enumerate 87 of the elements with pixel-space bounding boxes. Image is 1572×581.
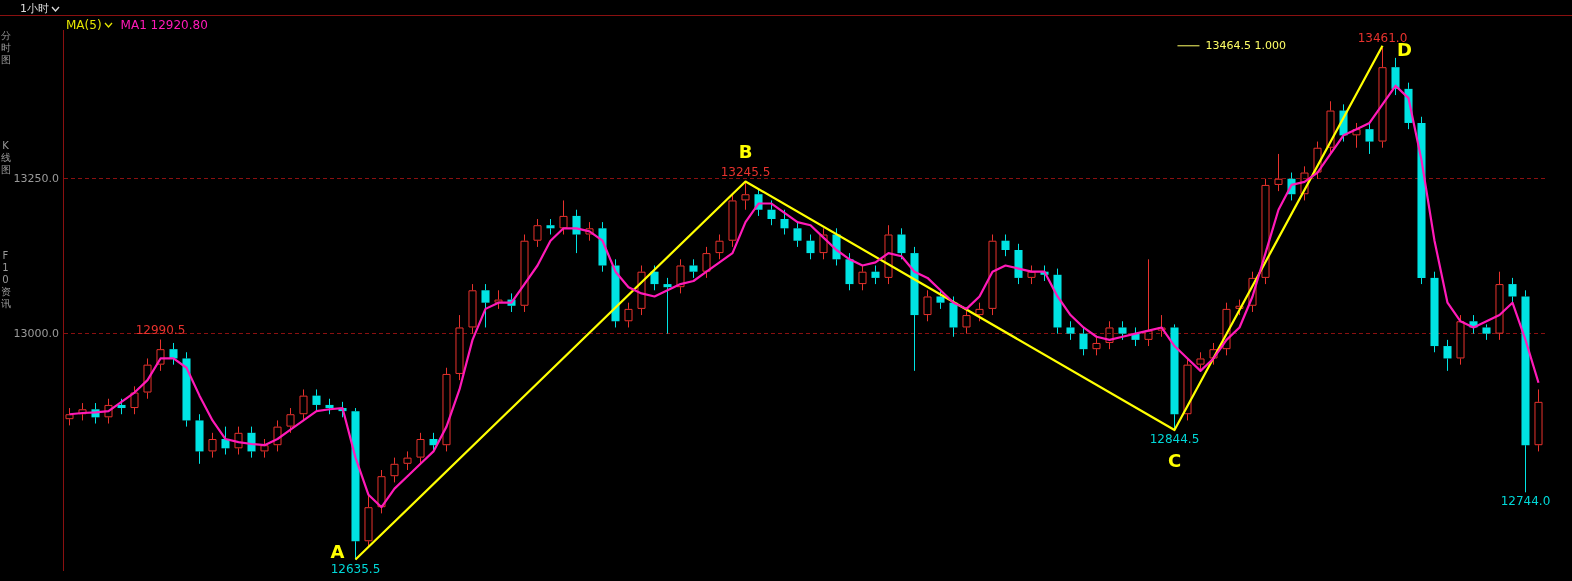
text: MA1 12920.80 bbox=[120, 18, 208, 32]
candlestick bbox=[1157, 314, 1166, 338]
candlestick bbox=[585, 221, 594, 242]
candlestick bbox=[793, 221, 802, 248]
candlestick bbox=[1014, 243, 1023, 285]
candlestick bbox=[1313, 141, 1322, 180]
candlestick bbox=[624, 302, 633, 328]
candlestick bbox=[442, 367, 451, 452]
candlestick bbox=[559, 199, 568, 236]
candlestick bbox=[1261, 178, 1270, 285]
candlestick bbox=[234, 426, 243, 456]
text: 12844.5 bbox=[1149, 432, 1200, 447]
candlestick bbox=[130, 385, 139, 415]
candlestick bbox=[1352, 122, 1361, 149]
candlestick bbox=[494, 289, 503, 310]
candlestick bbox=[533, 218, 542, 248]
candlestick bbox=[1209, 342, 1218, 366]
candlestick bbox=[845, 252, 854, 291]
candlestick bbox=[715, 234, 724, 260]
candlestick bbox=[1274, 153, 1283, 192]
candlestick bbox=[1105, 320, 1114, 350]
candlestick bbox=[806, 234, 815, 260]
candlestick bbox=[663, 277, 672, 335]
candlestick bbox=[1430, 271, 1439, 353]
candlestick bbox=[689, 258, 698, 279]
candlestick bbox=[572, 209, 581, 254]
candlestick bbox=[143, 357, 152, 400]
text: 12635.5 bbox=[330, 561, 381, 576]
text: 分时图 bbox=[0, 30, 11, 66]
candlestick bbox=[637, 265, 646, 316]
candlestick bbox=[1001, 234, 1010, 257]
candlestick bbox=[1027, 265, 1036, 285]
candlestick bbox=[65, 407, 74, 426]
candlestick bbox=[351, 407, 360, 561]
candlestick bbox=[1079, 326, 1088, 356]
candlestick bbox=[156, 339, 165, 372]
candlestick bbox=[169, 342, 178, 366]
candlestick bbox=[1508, 277, 1517, 304]
candlestick bbox=[104, 398, 113, 425]
candlestick bbox=[520, 234, 529, 313]
text: 12990.5 bbox=[135, 322, 186, 337]
chart-subtitle: 1小时 bbox=[20, 1, 49, 16]
candlestick bbox=[949, 295, 958, 338]
text: 12744.0 bbox=[1500, 494, 1551, 509]
data-label: B bbox=[738, 141, 753, 163]
candlestick bbox=[468, 283, 477, 335]
candlestick bbox=[1482, 323, 1491, 341]
candlestick bbox=[910, 246, 919, 372]
candlestick bbox=[312, 388, 321, 412]
y-tick-label: 13000.0 bbox=[13, 326, 59, 340]
candlestick bbox=[1248, 271, 1257, 313]
candlestick bbox=[481, 283, 490, 328]
candlestick bbox=[260, 438, 269, 459]
candlestick bbox=[1092, 336, 1101, 356]
candlestick bbox=[1443, 339, 1452, 372]
ref-line-label: 13464.5 1.000 bbox=[1205, 38, 1286, 52]
text: K线图 bbox=[0, 140, 11, 176]
candlestick bbox=[273, 419, 282, 452]
candlestick bbox=[195, 413, 204, 465]
candlestick bbox=[390, 457, 399, 483]
text: 13245.5 bbox=[720, 164, 771, 179]
data-label: C bbox=[1167, 449, 1182, 471]
candlestick bbox=[1066, 320, 1075, 341]
candlestick bbox=[1300, 165, 1309, 201]
candlestick bbox=[182, 351, 191, 428]
candlestick bbox=[858, 265, 867, 291]
candlestick bbox=[1053, 268, 1062, 335]
candlestick bbox=[819, 227, 828, 260]
candlestick bbox=[988, 234, 997, 316]
candlestick bbox=[1417, 116, 1426, 285]
candlestick bbox=[871, 265, 880, 285]
candlestick bbox=[403, 450, 412, 471]
candlestick bbox=[221, 426, 230, 456]
candlestick bbox=[702, 246, 711, 279]
candlestick bbox=[546, 218, 555, 236]
candlestick bbox=[1365, 122, 1374, 155]
candlestick bbox=[1144, 258, 1153, 347]
candlestick bbox=[1222, 302, 1231, 356]
text: F10资讯 bbox=[0, 250, 11, 310]
candlestick bbox=[1521, 289, 1530, 493]
candlestick bbox=[1391, 57, 1400, 96]
y-tick-label: 13250.0 bbox=[13, 171, 59, 185]
candlestick bbox=[741, 181, 750, 211]
data-label: A bbox=[330, 541, 345, 563]
candlestick bbox=[208, 432, 217, 459]
legend-title: MA(5) bbox=[66, 18, 102, 32]
candlestick bbox=[78, 402, 87, 421]
